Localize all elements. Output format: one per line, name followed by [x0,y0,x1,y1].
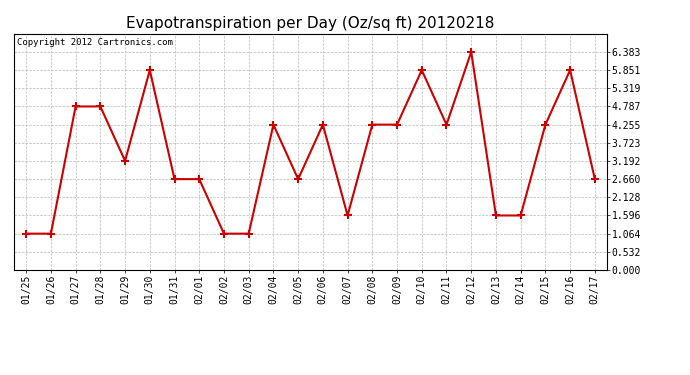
Title: Evapotranspiration per Day (Oz/sq ft) 20120218: Evapotranspiration per Day (Oz/sq ft) 20… [126,16,495,31]
Text: Copyright 2012 Cartronics.com: Copyright 2012 Cartronics.com [17,39,172,48]
